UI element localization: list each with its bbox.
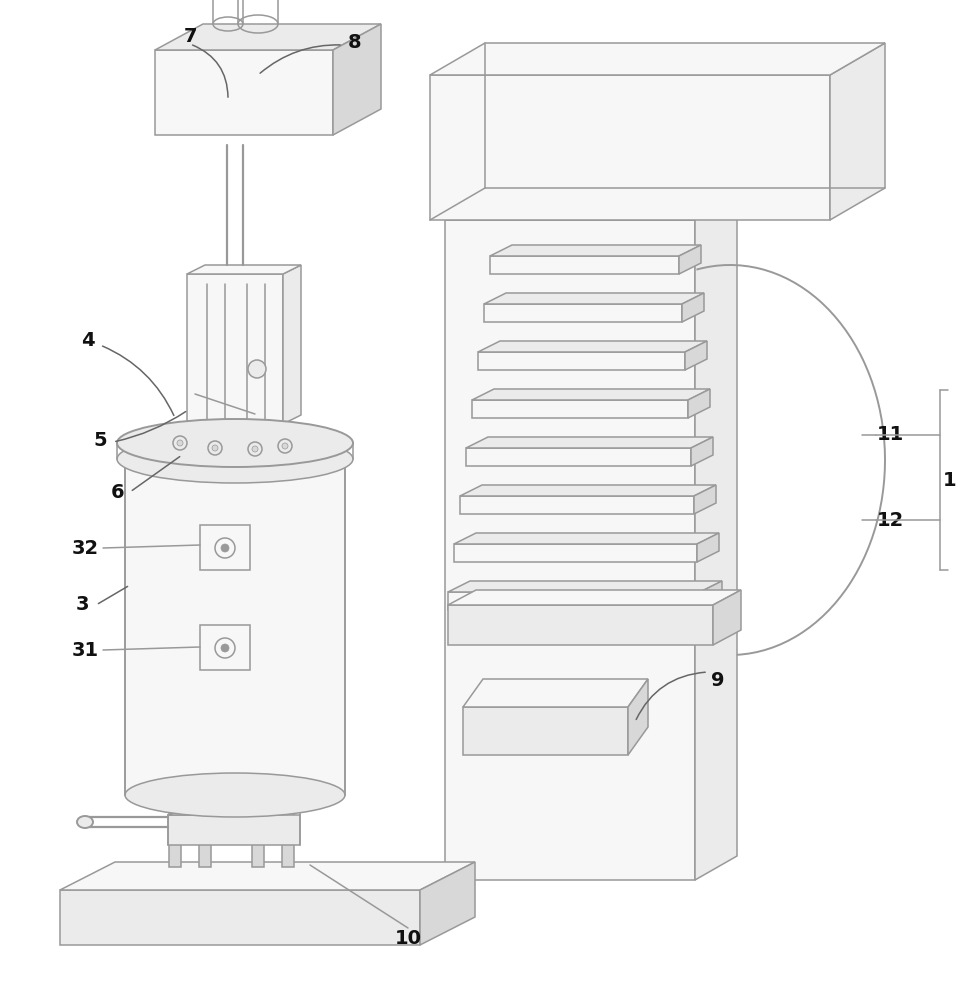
Polygon shape — [448, 581, 722, 592]
Circle shape — [282, 443, 288, 449]
Polygon shape — [200, 525, 250, 570]
Circle shape — [212, 445, 218, 451]
Ellipse shape — [117, 419, 353, 467]
Polygon shape — [448, 590, 741, 605]
Text: 9: 9 — [711, 670, 725, 690]
Polygon shape — [691, 437, 713, 466]
Polygon shape — [463, 679, 648, 707]
Polygon shape — [187, 274, 283, 424]
Polygon shape — [333, 24, 381, 135]
Circle shape — [278, 439, 292, 453]
Text: 3: 3 — [75, 595, 89, 614]
Circle shape — [221, 644, 229, 652]
Polygon shape — [472, 389, 710, 400]
Circle shape — [252, 446, 258, 452]
FancyArrowPatch shape — [636, 672, 706, 719]
Text: 12: 12 — [876, 510, 904, 530]
Circle shape — [173, 436, 187, 450]
Circle shape — [248, 442, 262, 456]
Polygon shape — [694, 485, 716, 514]
Polygon shape — [460, 496, 694, 514]
FancyArrowPatch shape — [103, 346, 173, 415]
Ellipse shape — [77, 816, 93, 828]
Polygon shape — [430, 43, 885, 75]
Ellipse shape — [125, 773, 345, 817]
Polygon shape — [466, 448, 691, 466]
Polygon shape — [484, 293, 704, 304]
Text: 4: 4 — [81, 330, 95, 350]
Text: 10: 10 — [395, 928, 421, 948]
Polygon shape — [478, 341, 707, 352]
Circle shape — [248, 360, 266, 378]
Text: 6: 6 — [111, 483, 124, 502]
Polygon shape — [685, 341, 707, 370]
Circle shape — [177, 440, 183, 446]
Polygon shape — [695, 196, 737, 880]
Polygon shape — [472, 400, 688, 418]
Text: 8: 8 — [348, 32, 362, 51]
Polygon shape — [282, 795, 294, 867]
Ellipse shape — [117, 435, 353, 483]
Polygon shape — [478, 352, 685, 370]
FancyArrowPatch shape — [116, 412, 185, 441]
Text: 11: 11 — [876, 426, 904, 444]
Text: 32: 32 — [72, 538, 99, 558]
Polygon shape — [252, 795, 264, 867]
Polygon shape — [830, 43, 885, 220]
Text: 5: 5 — [93, 430, 107, 450]
Polygon shape — [125, 460, 345, 795]
Polygon shape — [448, 605, 713, 645]
Polygon shape — [700, 581, 722, 610]
Text: 1: 1 — [943, 471, 956, 489]
FancyArrowPatch shape — [260, 45, 340, 73]
Polygon shape — [484, 304, 682, 322]
Polygon shape — [60, 890, 420, 945]
Polygon shape — [169, 795, 181, 867]
Polygon shape — [60, 862, 475, 890]
Polygon shape — [682, 293, 704, 322]
Polygon shape — [155, 24, 381, 50]
Polygon shape — [466, 437, 713, 448]
Polygon shape — [199, 795, 211, 867]
Polygon shape — [448, 592, 700, 610]
Polygon shape — [168, 795, 223, 815]
Ellipse shape — [125, 438, 345, 482]
Polygon shape — [688, 389, 710, 418]
Polygon shape — [454, 544, 697, 562]
Polygon shape — [713, 590, 741, 645]
Text: 7: 7 — [183, 27, 197, 46]
Text: 31: 31 — [72, 641, 99, 660]
Polygon shape — [454, 533, 719, 544]
FancyArrowPatch shape — [132, 457, 179, 490]
Polygon shape — [283, 265, 301, 424]
Polygon shape — [460, 485, 716, 496]
Polygon shape — [155, 50, 333, 135]
Polygon shape — [628, 679, 648, 755]
Polygon shape — [679, 245, 701, 274]
Polygon shape — [697, 533, 719, 562]
Polygon shape — [430, 75, 830, 220]
FancyArrowPatch shape — [193, 45, 228, 97]
Polygon shape — [445, 196, 737, 220]
Polygon shape — [200, 625, 250, 670]
Polygon shape — [187, 265, 301, 274]
Polygon shape — [168, 815, 300, 845]
Polygon shape — [463, 707, 628, 755]
Circle shape — [208, 441, 222, 455]
Polygon shape — [490, 256, 679, 274]
Circle shape — [221, 544, 229, 552]
Polygon shape — [490, 245, 701, 256]
Polygon shape — [420, 862, 475, 945]
Polygon shape — [445, 220, 695, 880]
FancyArrowPatch shape — [98, 586, 127, 604]
